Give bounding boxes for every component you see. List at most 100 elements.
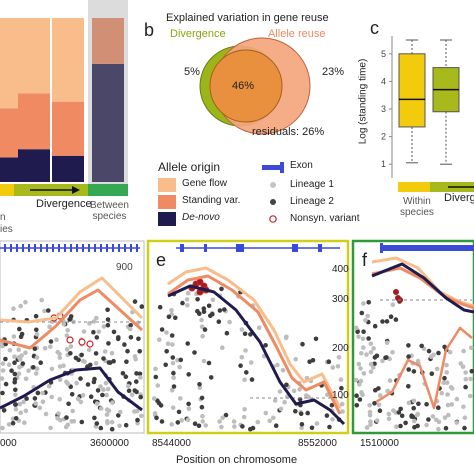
panel-d-point [91,379,97,385]
bar-3-standing_var [92,18,124,64]
panel-d-point [38,360,43,366]
panel-d-point [32,403,38,408]
panel-f-point [454,420,460,425]
box-ytick-label-4: 4 [381,76,386,86]
panel-d-point [24,318,30,323]
panel-e-point [156,400,162,406]
panel-d-point [13,416,19,421]
panel-e-nonsyn-2 [200,282,208,290]
panel-f-point [461,348,466,354]
panel-d-point [55,416,60,421]
panel-a-x-between: Between species [90,200,129,222]
panel-f-exon-block [380,245,474,251]
panel-e-point [202,327,208,332]
panel-d-point [111,329,117,335]
panel-f-point [366,319,371,325]
box-ytick-label-3: 3 [381,104,386,114]
panel-e-point [248,360,254,365]
panel-f-point [445,402,451,408]
panel-f-point [397,372,402,378]
panel-d-point [57,364,63,369]
panel-d-point [64,347,70,352]
panel-e-point [199,317,204,323]
panel-f-point [370,365,376,370]
panel-e-point [304,375,310,381]
panel-f-point [372,323,378,329]
panel-d-point [54,337,59,343]
panel-d-point [111,358,116,364]
box-within-strip [398,182,430,192]
panel-d-exon [58,244,60,252]
panel-f-point [376,402,382,408]
panel-f-point [380,358,385,364]
panel-f-point [361,371,367,376]
panel-e-point [200,413,205,419]
panel-d-point [7,347,13,353]
panel-e-point [307,359,312,365]
panel-f-point [434,366,440,372]
panel-f-point [393,317,399,322]
panel-e-nonsyn-4 [202,286,210,294]
panel-d-point [124,359,129,365]
panel-e-point [240,424,245,429]
panel-e-point [339,401,345,407]
panel-e-point [196,423,202,429]
panel-d-point [37,405,43,411]
panel-f-point [412,425,417,430]
venn-left-pct: 5% [184,66,200,78]
panel-d-point [32,396,38,401]
panel-d-point [0,361,6,366]
panel-e-letter: e [156,250,167,270]
panel-f-standing-curve [371,266,474,310]
panel-d-point [65,381,71,387]
panel-f-point [460,364,466,370]
panel-d-point [68,384,73,390]
panel-e-point [324,413,330,418]
panel-a-bars: 7 N=79 N=15 N=47 [0,0,128,196]
panel-f-point [383,355,388,361]
panel-d-point [138,392,143,397]
panel-d-point [123,422,129,428]
panel-f-point [431,352,436,358]
panel-d-gene-flow-curve [0,276,144,324]
panel-d-point [134,389,139,395]
panel-d-point [3,341,9,347]
panel-c-boxplot: 1 2 3 4 5 [381,36,474,192]
panel-e-point [184,416,190,422]
panel-e-point [297,380,302,386]
panel-f-point [406,367,412,372]
panel-f-point [436,350,441,356]
panel-d-point [132,299,138,304]
bar-2-standing_var [52,101,84,156]
panel-e-point [171,291,177,297]
panel-d-point [130,309,135,315]
panel-d-point [98,384,103,389]
panel-e-point [239,327,245,332]
panel-d-point [0,404,6,410]
panel-d-point [108,398,114,403]
panel-e-point [313,336,319,342]
panel-f-point [410,414,416,420]
panel-d-point [128,335,134,340]
panel-d-point [69,371,74,376]
panel-f-point [415,361,421,367]
panel-f-point [436,419,442,425]
panel-f-point [398,406,404,412]
panel-e-point [299,425,304,431]
panel-f-point [433,417,439,423]
panel-f-point [442,415,448,420]
panel-d-point [55,349,60,355]
panel-d-point [139,304,145,309]
legend-exon: Exon [290,160,313,171]
panel-e-point [242,407,247,412]
panel-e-point [298,409,303,415]
panel-d-point [127,381,132,386]
box-ytick-label-1: 1 [381,159,386,169]
panel-e-point [273,423,279,429]
panel-d-point [105,322,111,328]
panel-f-point [389,390,395,396]
panel-e-point [186,406,192,412]
panel-f-point [442,344,447,350]
panel-d-point [48,339,54,344]
panel-f-point [415,411,421,417]
